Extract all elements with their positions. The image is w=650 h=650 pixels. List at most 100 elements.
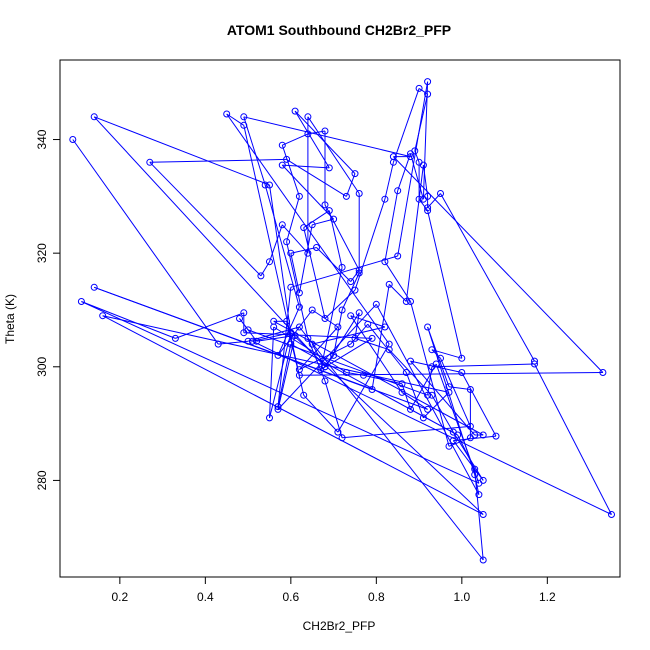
data-point (531, 357, 538, 365)
data-point (458, 354, 466, 362)
data-point (321, 201, 329, 209)
data-point (146, 158, 154, 166)
data-point (338, 306, 346, 314)
series-segment (393, 156, 604, 373)
data-point (407, 357, 414, 365)
series-segment (312, 326, 386, 345)
data-point (338, 434, 346, 442)
data-point (283, 238, 291, 246)
data-point (274, 403, 282, 411)
series-segment (435, 363, 480, 484)
data-point (381, 195, 389, 203)
data-point (449, 428, 457, 436)
data-point (325, 164, 333, 172)
series-segment (243, 116, 411, 158)
data-point (355, 269, 363, 277)
series-segment (299, 372, 603, 376)
data-point (321, 363, 329, 371)
series-segment (93, 116, 326, 368)
data-point (304, 130, 312, 138)
series-segment (405, 165, 424, 302)
data-point (355, 309, 363, 317)
series-segment (281, 224, 309, 254)
series-segment (440, 358, 471, 427)
series-segment (252, 340, 612, 515)
data-point (295, 366, 303, 374)
series-segment (461, 372, 497, 437)
series-segment (81, 301, 176, 339)
data-point (437, 190, 444, 197)
data-point (304, 249, 312, 257)
series-segment (371, 284, 390, 390)
series-segment (337, 343, 390, 433)
data-point (424, 405, 432, 413)
series-points (69, 78, 615, 564)
data-point (313, 244, 320, 251)
chart-title: ATOM1 Southbound CH2Br2_PFP (227, 22, 451, 38)
data-point (99, 312, 107, 320)
data-point (287, 340, 295, 348)
y-tick-label: 340 (35, 129, 49, 149)
data-point (77, 298, 85, 305)
series-segment (431, 363, 535, 368)
data-point (334, 323, 342, 331)
x-tick-label: 1.2 (539, 590, 556, 604)
data-point (355, 266, 363, 274)
x-tick-label: 1.0 (453, 590, 470, 604)
data-point (479, 431, 487, 439)
data-point (385, 340, 393, 348)
data-point (240, 113, 248, 121)
data-point (274, 405, 282, 413)
data-point (445, 442, 453, 450)
series-segment (320, 267, 343, 370)
data-point (171, 334, 179, 342)
series-segment (410, 153, 424, 200)
data-point (424, 391, 432, 399)
series-segment (401, 383, 411, 410)
y-axis-label: Theta (K) (3, 294, 17, 344)
series-segment (448, 386, 471, 390)
data-point (278, 161, 286, 169)
series-segment (243, 116, 266, 186)
series-segment (422, 165, 429, 197)
data-point (266, 181, 273, 189)
data-point (608, 511, 615, 518)
data-point (342, 369, 350, 376)
data-point (274, 351, 282, 359)
data-point (428, 391, 436, 399)
data-point (266, 258, 273, 266)
data-point (381, 323, 389, 331)
series-segment (277, 343, 292, 407)
series-segment (384, 190, 399, 262)
data-point (437, 354, 444, 362)
series-segment (345, 173, 356, 197)
series-segment (290, 255, 398, 288)
x-tick-label: 0.8 (368, 590, 385, 604)
series-segment (375, 304, 480, 495)
data-point (308, 306, 316, 314)
data-point (321, 127, 329, 135)
data-point (479, 556, 487, 564)
data-point (240, 121, 248, 129)
series-segment (149, 158, 287, 163)
series-segment (303, 394, 339, 433)
series-segment (388, 284, 407, 302)
series-segment (397, 153, 411, 191)
data-point (347, 278, 355, 286)
series-segment (422, 81, 429, 200)
data-point (321, 377, 329, 385)
series-segment (354, 199, 386, 291)
data-point (278, 141, 286, 149)
data-point (364, 320, 372, 328)
data-point (471, 431, 479, 439)
data-point (308, 340, 316, 348)
series-segment (354, 337, 390, 351)
series-segment (427, 366, 433, 396)
series-segment (324, 312, 360, 368)
series-segment (72, 139, 219, 345)
data-point (248, 337, 256, 345)
series-segment (303, 227, 326, 319)
data-point (334, 428, 342, 436)
data-point (90, 283, 98, 291)
data-point (321, 315, 329, 322)
